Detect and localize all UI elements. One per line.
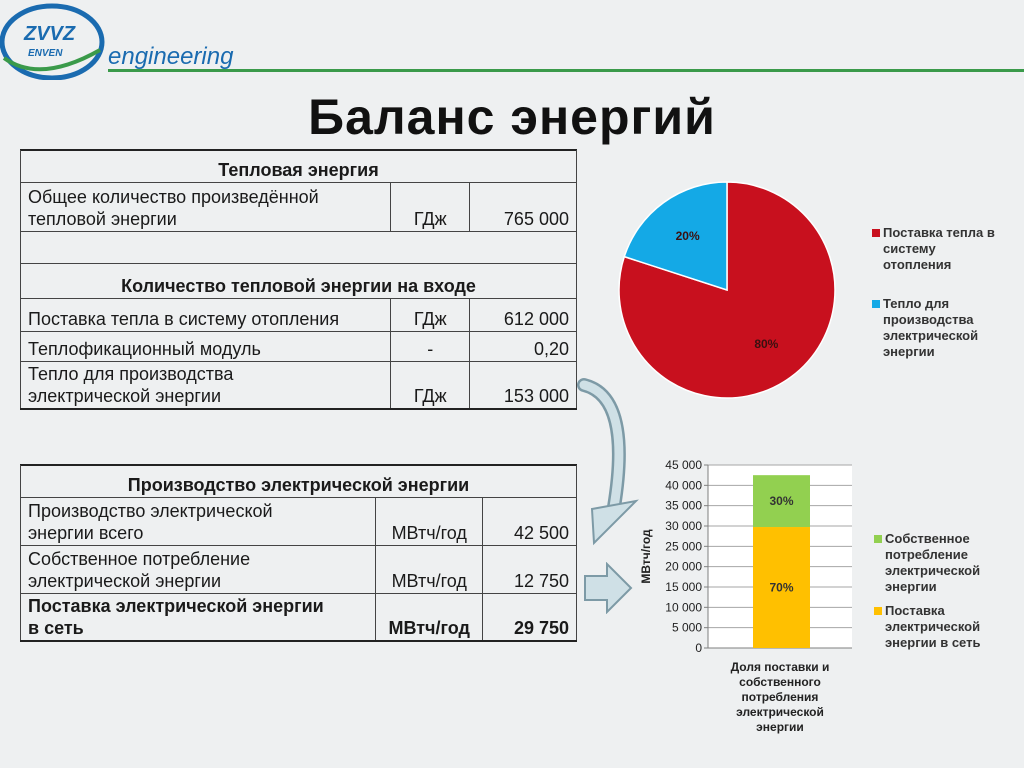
pie-slice-label: 80% <box>754 337 778 351</box>
table-row: Производство электрической энергии всего … <box>19 496 577 546</box>
logo-word: engineering <box>108 43 234 70</box>
bar-legend-item: Собственное потребление электрической энерг… <box>874 531 1024 595</box>
table-section-heading: Производство электрической энергии <box>20 465 577 498</box>
logo-top-text: ZVVZ <box>23 23 76 45</box>
bar-data-label: 30% <box>769 494 793 508</box>
row-unit: - <box>390 330 471 362</box>
row-value: 42 500 <box>482 496 577 546</box>
y-axis-label: МВтч/год <box>639 529 653 584</box>
y-tick-label: 0 <box>695 641 702 655</box>
table-row: Тепло для производства электрической энер… <box>19 360 577 410</box>
row-unit: ГДж <box>390 297 471 332</box>
row-unit: ГДж <box>390 360 471 410</box>
row-value: 0,20 <box>469 330 577 362</box>
y-tick-label: 30 000 <box>665 519 702 533</box>
x-category-label: собственного <box>739 675 821 689</box>
table-row: Общее количество произведённой тепловой э… <box>19 181 577 232</box>
table-row: Теплофикационный модуль - 0,20 <box>19 330 577 362</box>
x-category-label: электрической <box>736 705 824 719</box>
row-label: Собственное потребление электрической эне… <box>19 544 377 594</box>
y-tick-label: 45 000 <box>665 458 702 472</box>
bar-segment-1 <box>753 527 810 648</box>
row-unit: МВтч/год <box>375 496 484 546</box>
row-unit: МВтч/год <box>375 592 484 642</box>
zvvz-logo: ZVVZ ENVEN engineering <box>0 3 234 80</box>
legend-swatch <box>874 607 882 615</box>
logo-bottom-text: ENVEN <box>28 48 63 59</box>
bar-data-label: 70% <box>769 581 793 595</box>
pie-slice-1 <box>618 181 836 399</box>
table-row: Собственное потребление электрической эне… <box>19 544 577 594</box>
row-value: 153 000 <box>469 360 577 410</box>
row-value: 12 750 <box>482 544 577 594</box>
pie-slice-2 <box>623 181 728 292</box>
legend-swatch <box>872 229 880 237</box>
header-rule <box>108 69 1024 72</box>
table-row: Поставка тепла в систему отопления ГДж 6… <box>19 297 577 332</box>
row-label: Общее количество произведённой тепловой э… <box>19 181 392 232</box>
y-tick-label: 40 000 <box>665 478 702 492</box>
pie-chart: 80% 20% <box>618 181 836 399</box>
electric-energy-table: Производство электрической энергии Произ… <box>19 465 577 642</box>
y-tick-label: 25 000 <box>665 539 702 553</box>
pie-slice-label: 20% <box>676 229 700 243</box>
legend-swatch <box>874 535 882 543</box>
row-value: 29 750 <box>482 592 577 642</box>
row-label: Тепло для производства электрической энер… <box>19 360 392 410</box>
y-tick-label: 5 000 <box>672 621 702 635</box>
table-spacer-row <box>20 230 577 264</box>
bar-chart: 0 5 000 10 000 15 000 20 000 25 000 30 000 35 0… <box>639 458 852 734</box>
row-label: Поставка тепла в систему отопления <box>19 297 392 332</box>
row-unit: ГДж <box>390 181 471 232</box>
pie-legend-item: Поставка тепла в системy отопления <box>872 225 1022 273</box>
y-tick-label: 20 000 <box>665 560 702 574</box>
right-arrow-icon <box>584 562 633 614</box>
table-row: Поставка электрической энергии в сеть МВт… <box>19 592 577 642</box>
row-label: Производство электрической энергии всего <box>19 496 377 546</box>
bar-legend-item: Поставка электрической энергии в сеть <box>874 603 1024 651</box>
page-title: Баланс энергий <box>308 89 716 145</box>
y-tick-label: 15 000 <box>665 580 702 594</box>
x-category-label: энергии <box>756 720 804 734</box>
x-category-label: потребления <box>742 690 819 704</box>
y-tick-label: 35 000 <box>665 499 702 513</box>
row-value: 612 000 <box>469 297 577 332</box>
row-value: 765 000 <box>469 181 577 232</box>
heat-energy-table: Тепловая энергия Общее количество произв… <box>19 150 577 410</box>
table-section-heading: Тепловая энергия <box>20 150 577 183</box>
row-label: Теплофикационный модуль <box>19 330 392 362</box>
row-label: Поставка электрической энергии в сеть <box>19 592 377 642</box>
legend-swatch <box>872 300 880 308</box>
row-unit: МВтч/год <box>375 544 484 594</box>
y-tick-label: 10 000 <box>665 600 702 614</box>
pie-legend-item: Тепло для производства электрической энерги… <box>872 296 1022 360</box>
table-section-heading: Количество тепловой энергии на входе <box>20 262 577 299</box>
x-category-label: Доля поставки и <box>731 660 830 674</box>
bar-segment-2 <box>753 475 810 528</box>
curved-arrow-icon <box>577 378 639 546</box>
